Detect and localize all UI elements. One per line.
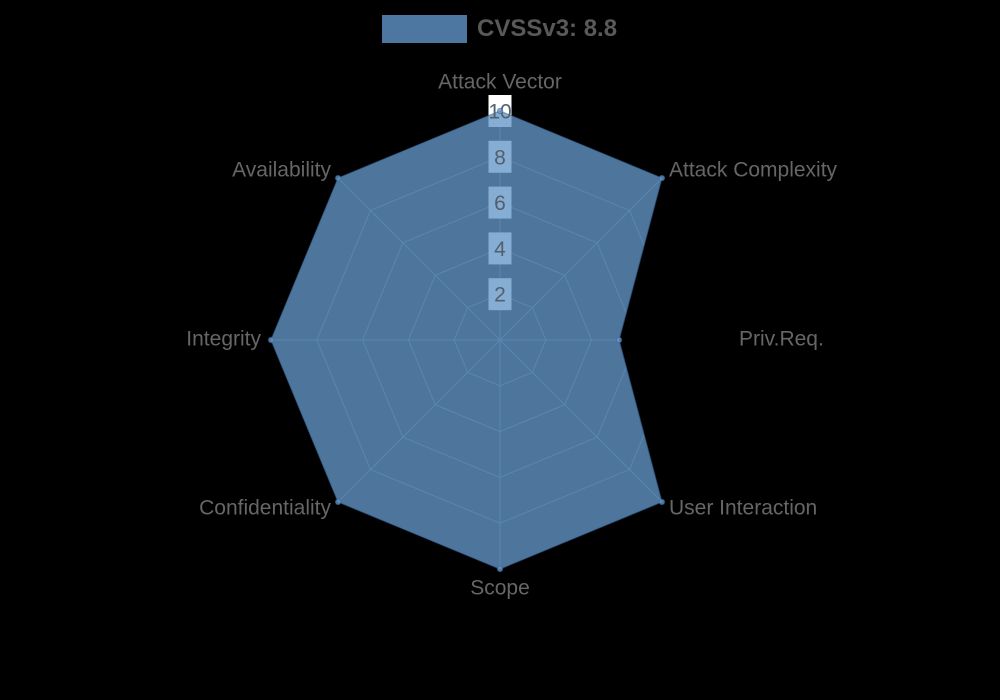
svg-text:User Interaction: User Interaction xyxy=(669,497,817,520)
svg-text:Priv.Req.: Priv.Req. xyxy=(739,328,824,351)
svg-text:6: 6 xyxy=(494,192,506,215)
svg-text:Confidentiality: Confidentiality xyxy=(199,497,331,520)
svg-text:Attack Complexity: Attack Complexity xyxy=(669,159,838,182)
svg-text:Integrity: Integrity xyxy=(186,328,261,351)
svg-text:4: 4 xyxy=(494,238,506,261)
svg-text:2: 2 xyxy=(494,284,506,307)
svg-text:8: 8 xyxy=(494,146,506,169)
svg-text:Availability: Availability xyxy=(232,159,331,182)
svg-text:Attack Vector: Attack Vector xyxy=(438,71,562,94)
svg-text:Scope: Scope xyxy=(470,577,530,600)
